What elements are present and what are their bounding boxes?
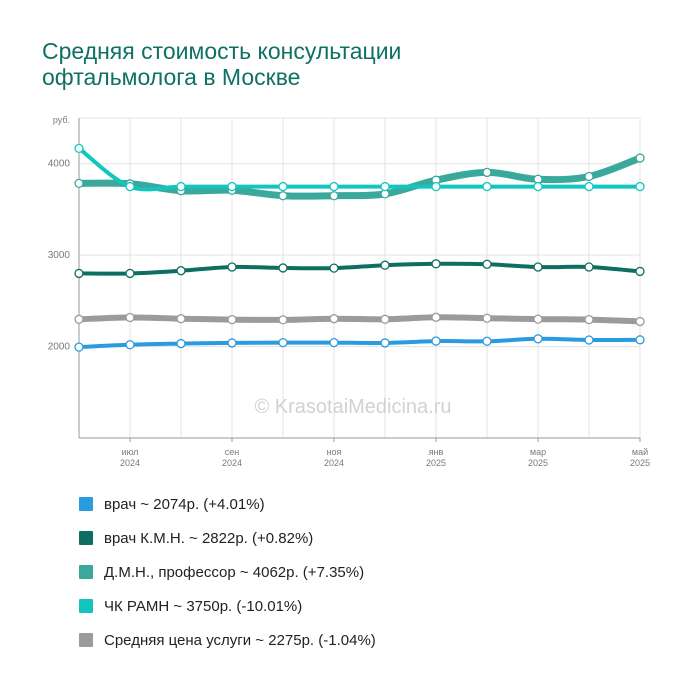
grid bbox=[78, 117, 641, 438]
legend-label: Д.М.Н., профессор ~ 4062р. (+7.35%) bbox=[104, 563, 365, 581]
data-point bbox=[74, 178, 84, 189]
x-tick-label-month: ноя bbox=[327, 447, 342, 457]
x-tick-label-year: 2025 bbox=[426, 458, 446, 468]
data-point bbox=[635, 266, 645, 277]
x-tick-label-year: 2024 bbox=[222, 458, 242, 468]
data-point bbox=[584, 335, 594, 345]
data-point bbox=[125, 312, 135, 323]
data-point bbox=[176, 266, 186, 276]
data-point bbox=[125, 268, 135, 279]
data-point bbox=[431, 312, 441, 322]
series-line bbox=[76, 314, 643, 325]
legend-item[interactable]: Д.М.Н., профессор ~ 4062р. (+7.35%) bbox=[79, 555, 639, 589]
x-tick-label-year: 2025 bbox=[528, 458, 548, 468]
legend-item[interactable]: врач ~ 2074р. (+4.01%) bbox=[79, 487, 639, 521]
x-tick-label-year: 2024 bbox=[120, 458, 140, 468]
x-tick-label-year: 2025 bbox=[630, 458, 650, 468]
legend-swatch bbox=[79, 497, 93, 511]
line-chart: 200030004000руб.июл2024сен2024ноя2024янв… bbox=[48, 115, 650, 468]
data-point bbox=[125, 181, 135, 192]
x-tick-label-month: июл bbox=[122, 447, 139, 457]
data-point bbox=[380, 260, 390, 270]
data-point bbox=[635, 335, 645, 345]
data-point bbox=[176, 181, 186, 192]
data-point bbox=[227, 338, 237, 348]
legend-swatch bbox=[79, 599, 93, 613]
series-lines bbox=[75, 146, 644, 350]
data-point bbox=[329, 263, 339, 273]
data-point bbox=[278, 337, 288, 348]
x-tick-label-month: янв bbox=[429, 447, 444, 457]
y-tick-label: 3000 bbox=[48, 250, 71, 261]
data-point bbox=[431, 259, 441, 269]
data-point bbox=[482, 167, 492, 178]
data-point bbox=[482, 336, 492, 346]
legend-label: ЧК РАМН ~ 3750р. (-10.01%) bbox=[104, 597, 303, 615]
data-point bbox=[329, 191, 339, 201]
chart-title-line-1: Средняя стоимость консультации bbox=[42, 38, 402, 64]
data-point bbox=[635, 153, 645, 163]
data-point bbox=[74, 143, 84, 154]
legend-label: врач К.М.Н. ~ 2822р. (+0.82%) bbox=[104, 529, 314, 547]
data-point bbox=[278, 191, 288, 201]
data-point bbox=[74, 342, 84, 352]
data-point bbox=[278, 263, 288, 273]
data-point bbox=[329, 181, 339, 192]
data-point bbox=[482, 259, 492, 269]
x-tick-label-year: 2024 bbox=[324, 458, 344, 468]
series-line bbox=[77, 336, 642, 350]
x-tick-label-month: мар bbox=[530, 447, 546, 457]
legend-item[interactable]: Средняя цена услуги ~ 2275р. (-1.04%) bbox=[79, 623, 639, 657]
legend: врач ~ 2074р. (+4.01%) врач К.М.Н. ~ 2822… bbox=[79, 487, 639, 657]
legend-item[interactable]: врач К.М.Н. ~ 2822р. (+0.82%) bbox=[79, 521, 639, 555]
y-tick-label: 4000 bbox=[48, 159, 71, 170]
x-tick-label-month: май bbox=[632, 447, 648, 457]
data-point bbox=[380, 314, 390, 324]
data-point bbox=[635, 316, 645, 327]
chart-title: Средняя стоимость консультации офтальмол… bbox=[42, 38, 602, 90]
data-point bbox=[431, 336, 441, 346]
legend-label: врач ~ 2074р. (+4.01%) bbox=[104, 495, 265, 513]
series-points bbox=[74, 143, 645, 352]
legend-label: Средняя цена услуги ~ 2275р. (-1.04%) bbox=[104, 631, 376, 649]
data-point bbox=[584, 181, 594, 192]
legend-swatch bbox=[79, 633, 93, 647]
data-point bbox=[176, 314, 186, 324]
data-point bbox=[227, 262, 237, 272]
data-point bbox=[533, 181, 543, 192]
data-point bbox=[482, 313, 492, 323]
legend-swatch bbox=[79, 565, 93, 579]
data-point bbox=[329, 314, 339, 324]
data-point bbox=[533, 334, 543, 344]
data-point bbox=[380, 338, 390, 348]
x-tick-label-month: сен bbox=[225, 447, 240, 457]
series-line bbox=[77, 261, 642, 276]
data-point bbox=[482, 181, 492, 192]
data-point bbox=[584, 314, 594, 325]
data-point bbox=[431, 181, 441, 192]
watermark: © KrasotaiMedicina.ru bbox=[254, 396, 451, 418]
data-point bbox=[278, 315, 288, 325]
data-point bbox=[329, 337, 339, 348]
legend-swatch bbox=[79, 531, 93, 545]
data-point bbox=[584, 171, 594, 182]
data-point bbox=[74, 314, 84, 324]
data-point bbox=[227, 181, 237, 192]
data-point bbox=[533, 314, 543, 324]
y-tick-label: 2000 bbox=[48, 342, 71, 353]
chart-title-line-2: офтальмолога в Москве bbox=[42, 64, 301, 90]
series-line bbox=[77, 146, 642, 192]
data-point bbox=[125, 340, 135, 350]
data-point bbox=[176, 338, 186, 349]
data-point bbox=[635, 181, 645, 192]
data-point bbox=[584, 262, 594, 272]
data-point bbox=[380, 181, 390, 192]
data-point bbox=[533, 262, 543, 272]
y-axis-label: руб. bbox=[53, 115, 70, 125]
legend-item[interactable]: ЧК РАМН ~ 3750р. (-10.01%) bbox=[79, 589, 639, 623]
data-point bbox=[74, 268, 84, 279]
data-point bbox=[278, 181, 288, 192]
data-point bbox=[227, 314, 237, 325]
